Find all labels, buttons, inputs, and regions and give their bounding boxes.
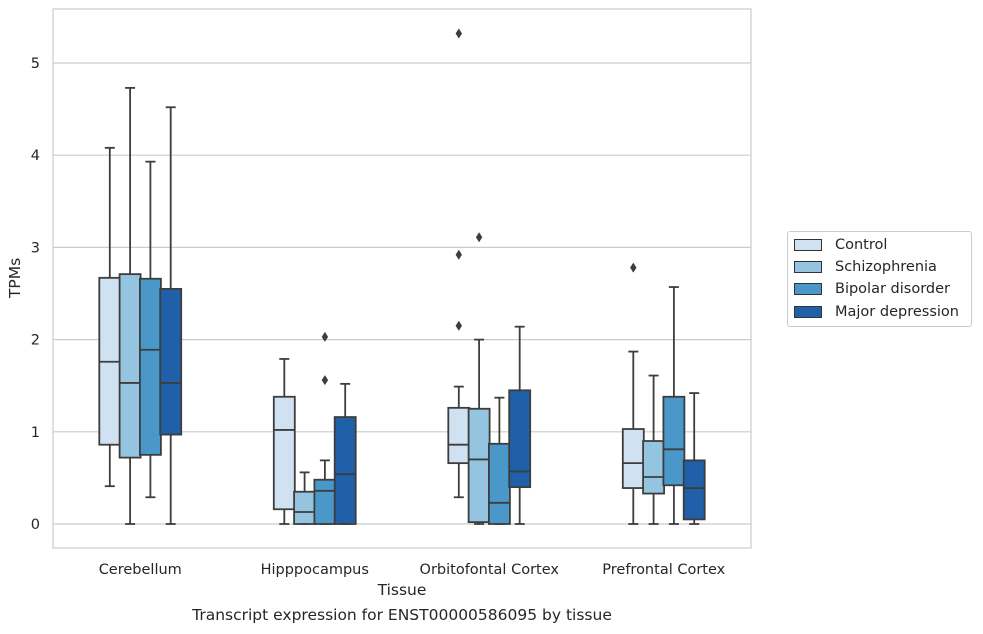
box-schizophrenia <box>118 86 142 525</box>
legend-label-major-depression: Major depression <box>835 304 959 320</box>
legend-item-bipolar-disorder: Bipolar disorder <box>794 279 950 299</box>
x-tick-label: Prefrontal Cortex <box>602 562 725 578</box>
box-major-depression <box>682 392 706 525</box>
box-body <box>118 273 142 459</box>
box-major-depression <box>159 106 183 525</box>
plot-frame <box>52 8 752 549</box>
box-body <box>487 442 511 525</box>
box-bipolar-disorder <box>313 331 337 525</box>
outlier-point <box>455 249 462 260</box>
box-body <box>138 277 162 456</box>
y-tick-label: 4 <box>31 148 40 164</box>
box-body <box>313 478 337 525</box>
box-body <box>272 395 296 511</box>
box-body <box>333 416 357 525</box>
legend-item-control: Control <box>794 235 887 255</box>
outlier-point <box>630 262 637 273</box>
legend-swatch-bipolar-disorder <box>794 283 822 295</box>
box-major-depression <box>508 325 532 525</box>
y-axis-label: TPMs <box>6 258 24 299</box>
box-body <box>642 440 665 495</box>
outlier-point <box>455 320 462 331</box>
box-bipolar-disorder <box>487 396 511 525</box>
legend-swatch-schizophrenia <box>794 261 822 273</box>
y-tick-labels: 0 1 2 3 4 5 <box>31 56 40 533</box>
y-tick-label: 1 <box>31 425 40 441</box>
legend-label-bipolar-disorder: Bipolar disorder <box>835 281 950 297</box>
legend-swatch-major-depression <box>794 306 822 318</box>
legend-label-schizophrenia: Schizophrenia <box>835 259 937 275</box>
box-bipolar-disorder <box>138 160 162 499</box>
outlier-point <box>321 375 329 386</box>
box-major-depression <box>333 382 357 525</box>
box-schizophrenia <box>642 374 665 525</box>
y-tick-label: 3 <box>31 240 40 256</box>
legend-item-major-depression: Major depression <box>794 302 959 322</box>
box-body <box>293 490 317 525</box>
box-body <box>508 389 532 489</box>
x-tick-label: Orbitofontal Cortex <box>420 562 560 578</box>
outlier-point <box>455 28 462 39</box>
box-control <box>272 358 296 525</box>
box-bipolar-disorder <box>662 286 686 525</box>
box-control <box>621 262 645 525</box>
box-schizophrenia <box>293 471 317 525</box>
x-tick-label: Hipppocampus <box>261 562 369 578</box>
box-body <box>682 459 706 521</box>
y-tick-label: 2 <box>31 333 40 349</box>
figure-caption: Transcript expression for ENST0000058609… <box>192 606 612 624</box>
box-control <box>98 146 122 488</box>
boxes <box>98 28 706 525</box>
box-body <box>447 406 471 465</box>
y-tick-label: 5 <box>31 56 40 72</box>
outlier-point <box>475 232 483 243</box>
box-schizophrenia <box>467 232 491 525</box>
legend-item-schizophrenia: Schizophrenia <box>794 257 937 277</box>
box-body <box>662 395 686 487</box>
legend-label-control: Control <box>835 237 888 253</box>
box-control <box>447 28 471 499</box>
legend-swatch-control <box>794 239 822 251</box>
box-body <box>159 287 183 436</box>
box-body <box>621 428 645 489</box>
legend: Control Schizophrenia Bipolar disorder M… <box>787 231 972 327</box>
x-tick-label: Cerebellum <box>99 562 182 578</box>
x-axis-label: Tissue <box>377 581 427 599</box>
box-body <box>467 407 491 524</box>
y-tick-label: 0 <box>31 517 40 533</box>
x-tick-labels: Cerebellum Hipppocampus Orbitofontal Corte… <box>99 562 726 578</box>
outlier-point <box>321 331 329 342</box>
